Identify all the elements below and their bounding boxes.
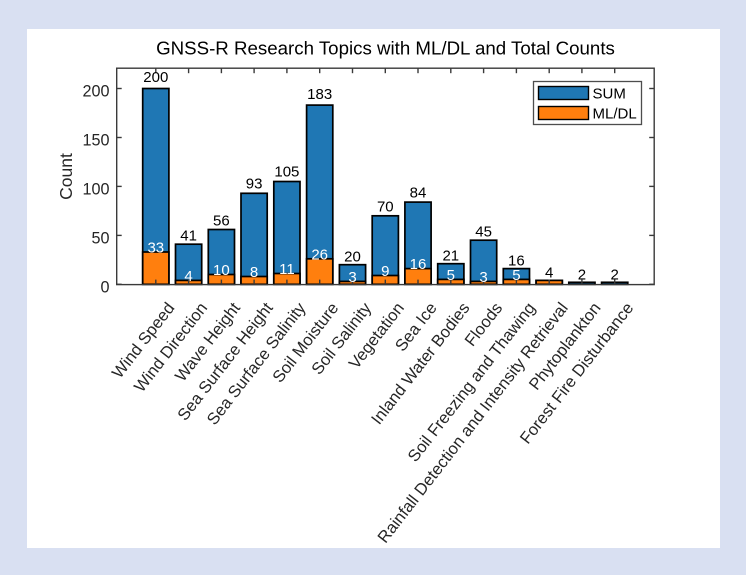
svg-text:16: 16 [410, 256, 427, 273]
svg-text:150: 150 [82, 132, 109, 150]
svg-text:4: 4 [545, 264, 553, 281]
svg-text:3: 3 [479, 269, 487, 286]
svg-text:45: 45 [475, 223, 492, 240]
svg-text:200: 200 [82, 83, 109, 101]
svg-text:41: 41 [180, 227, 197, 244]
svg-text:8: 8 [250, 264, 258, 281]
svg-text:9: 9 [381, 263, 389, 280]
svg-text:105: 105 [274, 164, 299, 181]
svg-text:4: 4 [184, 268, 192, 285]
svg-text:2: 2 [578, 266, 586, 283]
svg-text:50: 50 [91, 230, 109, 248]
svg-text:200: 200 [143, 69, 168, 86]
svg-text:56: 56 [213, 213, 230, 230]
svg-text:20: 20 [344, 248, 361, 265]
svg-text:SUM: SUM [593, 86, 626, 103]
svg-text:26: 26 [311, 246, 328, 263]
svg-text:93: 93 [246, 176, 263, 193]
svg-text:5: 5 [447, 267, 455, 284]
svg-text:2: 2 [611, 266, 619, 283]
svg-text:0: 0 [100, 279, 109, 297]
svg-text:84: 84 [410, 185, 427, 202]
svg-text:33: 33 [147, 240, 164, 257]
svg-text:16: 16 [508, 252, 525, 269]
svg-text:ML/DL: ML/DL [593, 106, 637, 123]
svg-text:183: 183 [307, 86, 332, 103]
svg-text:GNSS-R Research Topics with ML: GNSS-R Research Topics with ML/DL and To… [156, 38, 615, 59]
svg-text:10: 10 [213, 262, 230, 279]
svg-text:Count: Count [56, 153, 76, 200]
svg-text:100: 100 [82, 181, 109, 199]
svg-text:70: 70 [377, 199, 394, 216]
svg-text:5: 5 [512, 267, 520, 284]
svg-text:21: 21 [442, 247, 459, 264]
svg-text:11: 11 [279, 261, 295, 278]
svg-text:3: 3 [348, 269, 356, 286]
